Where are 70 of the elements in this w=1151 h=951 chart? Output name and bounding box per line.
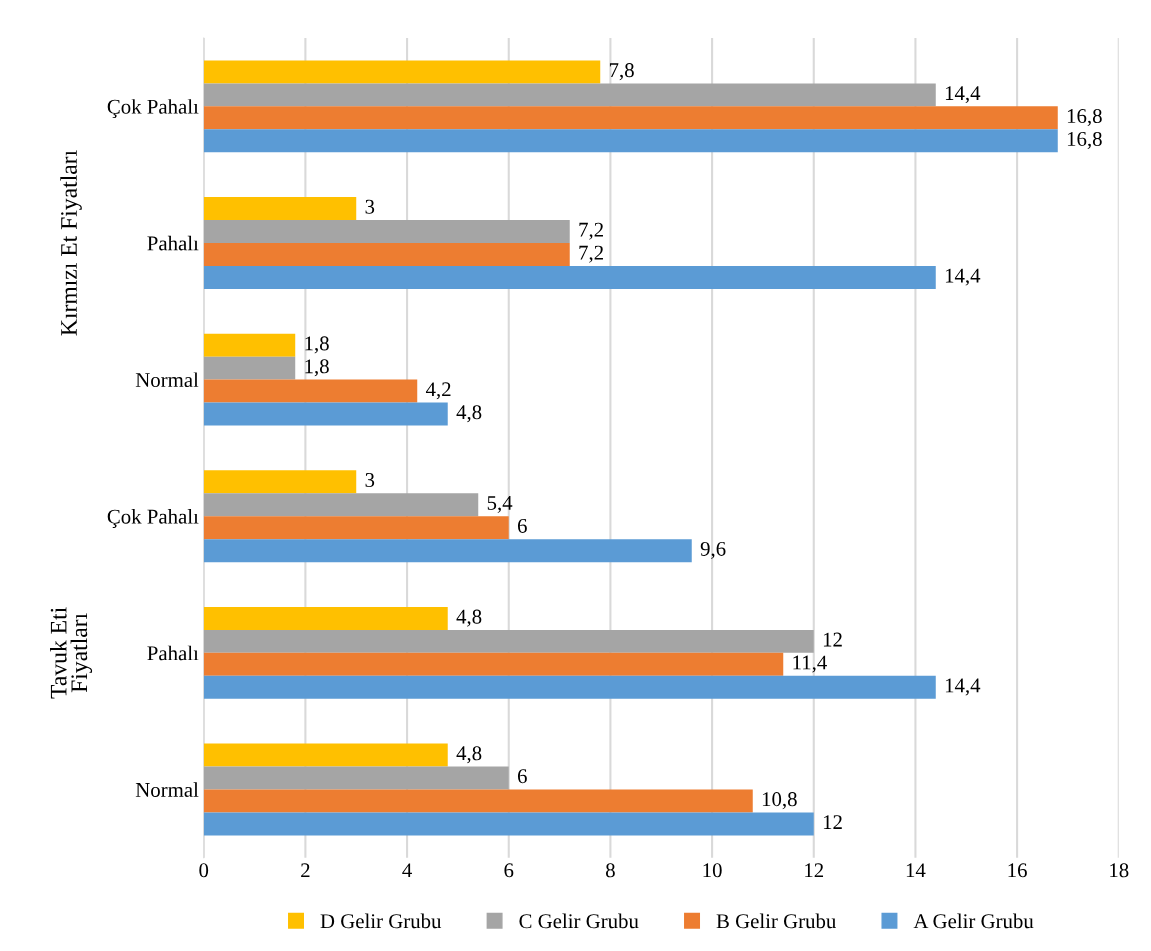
data-label: 12 xyxy=(823,815,842,829)
bar xyxy=(203,675,936,699)
bar xyxy=(203,220,570,243)
data-label: 1,8 xyxy=(305,336,329,354)
x-tick-label: 4 xyxy=(402,863,412,878)
data-label: 4,8 xyxy=(456,405,482,423)
data-label: 9,6 xyxy=(700,541,726,559)
bar xyxy=(203,539,692,563)
x-tick-label: 2 xyxy=(301,863,310,878)
data-label: 14,4 xyxy=(945,678,981,696)
bar xyxy=(203,197,357,221)
data-label: 16,8 xyxy=(1067,131,1102,149)
data-label: 16,8 xyxy=(1067,108,1102,127)
legend-label: C Gelir Grubu xyxy=(519,913,639,929)
bar xyxy=(203,766,509,790)
data-label: 4,8 xyxy=(456,609,482,627)
y-tick-label: Çok Pahalı xyxy=(107,99,199,119)
data-label: 3 xyxy=(365,199,375,214)
x-tick-label: 18 xyxy=(1110,863,1129,878)
x-tick-label: 14 xyxy=(906,863,926,878)
legend-label: B Gelir Grubu xyxy=(716,913,836,929)
bar xyxy=(203,743,448,767)
x-tick-label: 16 xyxy=(1008,863,1027,878)
data-label: 10,8 xyxy=(762,792,797,810)
bar xyxy=(203,129,1058,153)
bar xyxy=(203,470,357,494)
data-label: 3 xyxy=(365,473,375,488)
bar xyxy=(203,629,814,653)
legend-label: A Gelir Grubu xyxy=(913,913,1034,929)
bar xyxy=(203,402,448,426)
data-label: 6 xyxy=(517,518,527,533)
y-tick-label: Çok Pahalı xyxy=(107,509,199,528)
data-label: 7,8 xyxy=(609,63,634,81)
bar xyxy=(203,333,296,357)
bar xyxy=(203,356,296,380)
bar xyxy=(203,516,509,540)
y-tick-label: Pahalı xyxy=(147,645,199,661)
data-label: 4,8 xyxy=(456,746,482,764)
text: Kırmızı Et Fiyatları xyxy=(60,150,82,336)
text: Tavuk Eti Fiyatları xyxy=(50,607,93,699)
y-tick-label: Normal xyxy=(135,782,199,797)
bar xyxy=(203,606,448,630)
bar xyxy=(203,789,753,813)
x-tick-label: 8 xyxy=(606,863,615,878)
y-tick-label: Normal xyxy=(135,372,199,388)
data-label: 14,4 xyxy=(945,86,981,104)
bar xyxy=(203,265,936,289)
bar xyxy=(203,493,479,517)
bar xyxy=(203,812,814,836)
data-label: 6 xyxy=(517,769,527,784)
data-label: 1,8 xyxy=(305,359,329,377)
bar xyxy=(203,379,418,403)
bar xyxy=(203,60,601,84)
y-tick-label: Pahalı xyxy=(147,235,199,251)
x-tick-label: 6 xyxy=(504,863,514,878)
bar xyxy=(203,652,784,676)
data-label: 14,4 xyxy=(945,268,981,286)
x-tick-label: 0 xyxy=(199,863,209,878)
bar xyxy=(203,242,570,266)
bar xyxy=(203,83,936,107)
data-label: 5,4 xyxy=(487,496,513,513)
legend-label: D Gelir Grubu xyxy=(320,913,442,929)
data-label: 7,2 xyxy=(579,245,603,263)
x-tick-label: 10 xyxy=(703,863,722,878)
bar xyxy=(203,106,1058,130)
x-tick-label: 12 xyxy=(805,863,824,878)
data-label: 12 xyxy=(823,632,842,647)
data-label: 4,2 xyxy=(425,382,451,400)
data-label: 11,4 xyxy=(793,655,827,673)
data-label: 7,2 xyxy=(579,222,603,240)
